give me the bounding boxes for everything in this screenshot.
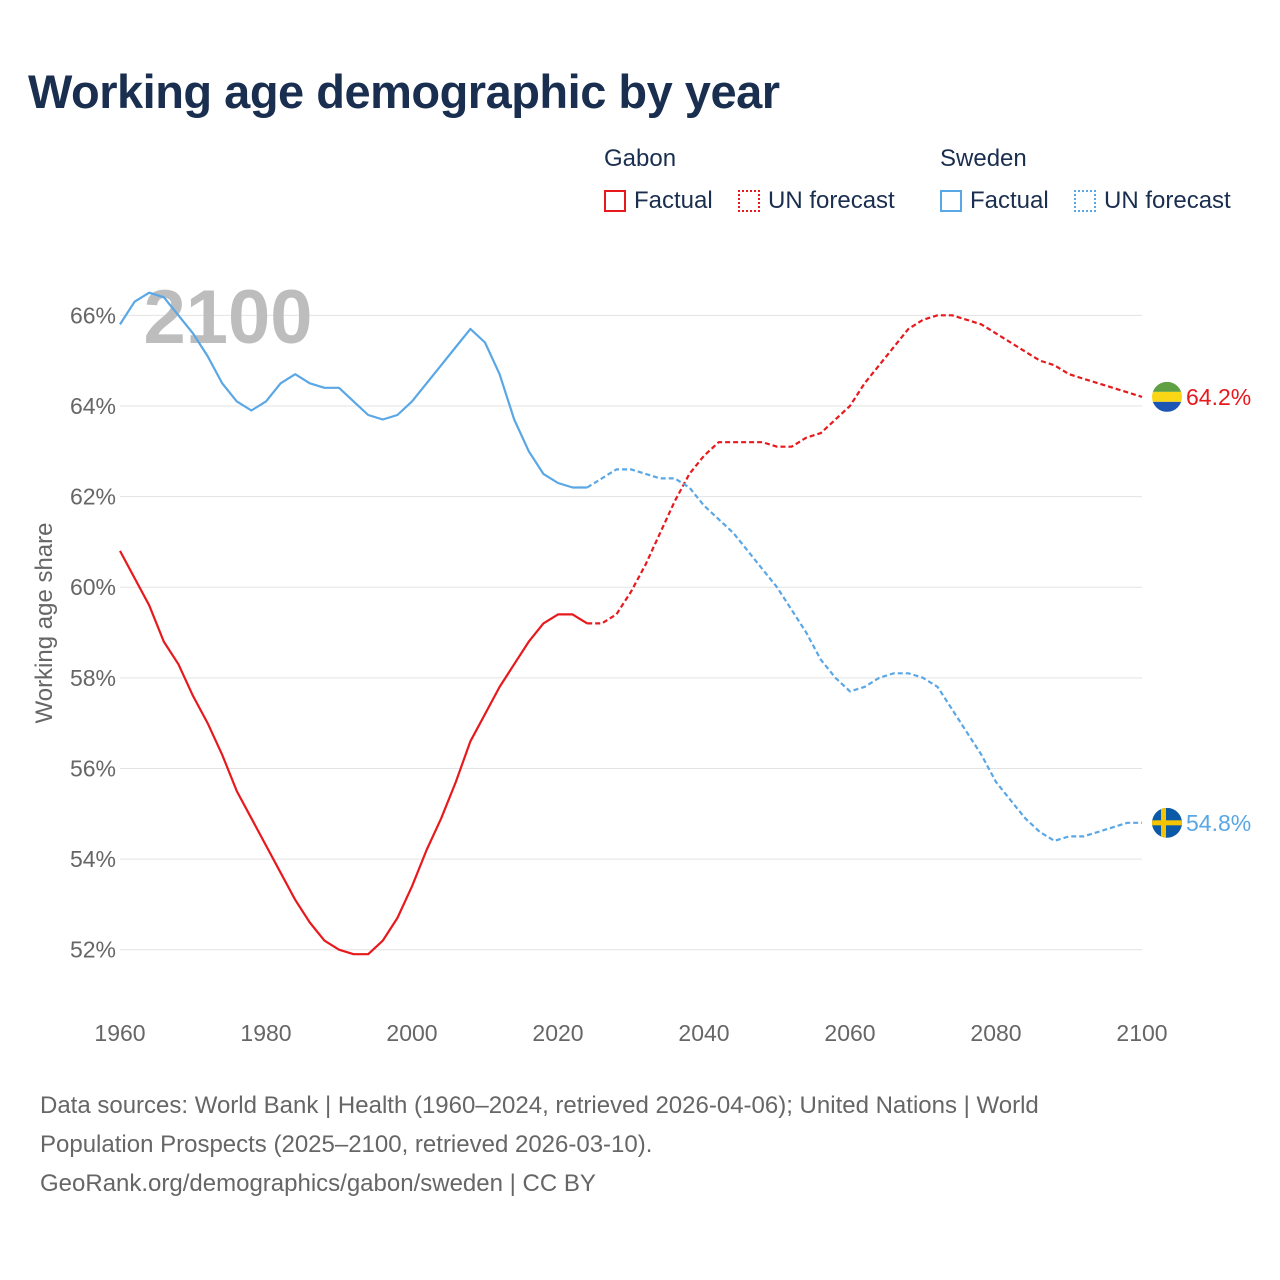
series	[119, 291, 1143, 956]
gabon-end-value-label: 64.2%	[1186, 384, 1251, 410]
x-tick-label: 1960	[94, 1020, 145, 1046]
x-tick-label: 2020	[532, 1020, 583, 1046]
footer: Data sources: World Bank | Health (1960–…	[40, 1086, 1160, 1203]
y-tick-label: 58%	[70, 665, 116, 691]
y-tick-label: 66%	[70, 302, 116, 328]
legend-label: UN forecast	[1104, 187, 1231, 214]
legend-label: UN forecast	[768, 187, 895, 214]
line-chart: 2100 52% 54% 56% 58% 60% 62% 64% 66% 1960 1980 200…	[31, 275, 1251, 1046]
footer-line: Population Prospects (2025–2100, retriev…	[40, 1131, 653, 1158]
chart-title: Working age demographic by year	[28, 65, 780, 118]
legend-label: Factual	[634, 187, 713, 214]
sweden-factual-line	[119, 291, 588, 489]
y-tick-label: 62%	[70, 484, 116, 510]
x-tick-label: 2100	[1116, 1020, 1167, 1046]
gabon-forecast-line	[587, 314, 1143, 625]
y-tick-label: 64%	[70, 393, 116, 419]
sweden-end-value-label: 54.8%	[1186, 810, 1251, 836]
x-tick-label: 1980	[240, 1020, 291, 1046]
legend-swatch-dotted	[738, 190, 760, 212]
legend-swatch-solid	[940, 190, 962, 212]
legend-item-gabon-factual[interactable]: Factual	[604, 187, 713, 215]
legend-item-gabon-forecast[interactable]: UN forecast	[738, 187, 895, 215]
legend-item-sweden-factual[interactable]: Factual	[940, 187, 1049, 215]
y-tick-label: 52%	[70, 937, 116, 963]
y-tick-label: 60%	[70, 574, 116, 600]
y-tick-label: 56%	[70, 755, 116, 781]
sweden-forecast-line	[586, 468, 1142, 842]
grid	[120, 314, 1142, 951]
axes: 52% 54% 56% 58% 60% 62% 64% 66% 1960 1980 2000 2020…	[70, 302, 1168, 1046]
gabon-flag-icon	[1152, 381, 1182, 412]
footer-link[interactable]: GeoRank.org/demographics/gabon/sweden | …	[40, 1170, 596, 1197]
end-markers: 64.2% 54.8%	[1152, 381, 1251, 838]
x-tick-label: 2080	[970, 1020, 1021, 1046]
y-tick-label: 54%	[70, 846, 116, 872]
legend-swatch-solid	[604, 190, 626, 212]
footer-line: Data sources: World Bank | Health (1960–…	[40, 1092, 1039, 1119]
y-axis-label: Working age share	[31, 523, 58, 724]
gabon-factual-line	[119, 550, 588, 956]
x-tick-label: 2060	[824, 1020, 875, 1046]
x-tick-label: 2040	[678, 1020, 729, 1046]
legend-swatch-dotted	[1074, 190, 1096, 212]
year-watermark: 2100	[143, 275, 312, 360]
legend-item-sweden-forecast[interactable]: UN forecast	[1074, 187, 1231, 215]
legend-group-name: Gabon	[604, 145, 677, 172]
sweden-flag-icon	[1152, 807, 1182, 838]
x-tick-label: 2000	[386, 1020, 437, 1046]
legend-group-name: Sweden	[940, 145, 1027, 172]
legend-label: Factual	[970, 187, 1049, 214]
